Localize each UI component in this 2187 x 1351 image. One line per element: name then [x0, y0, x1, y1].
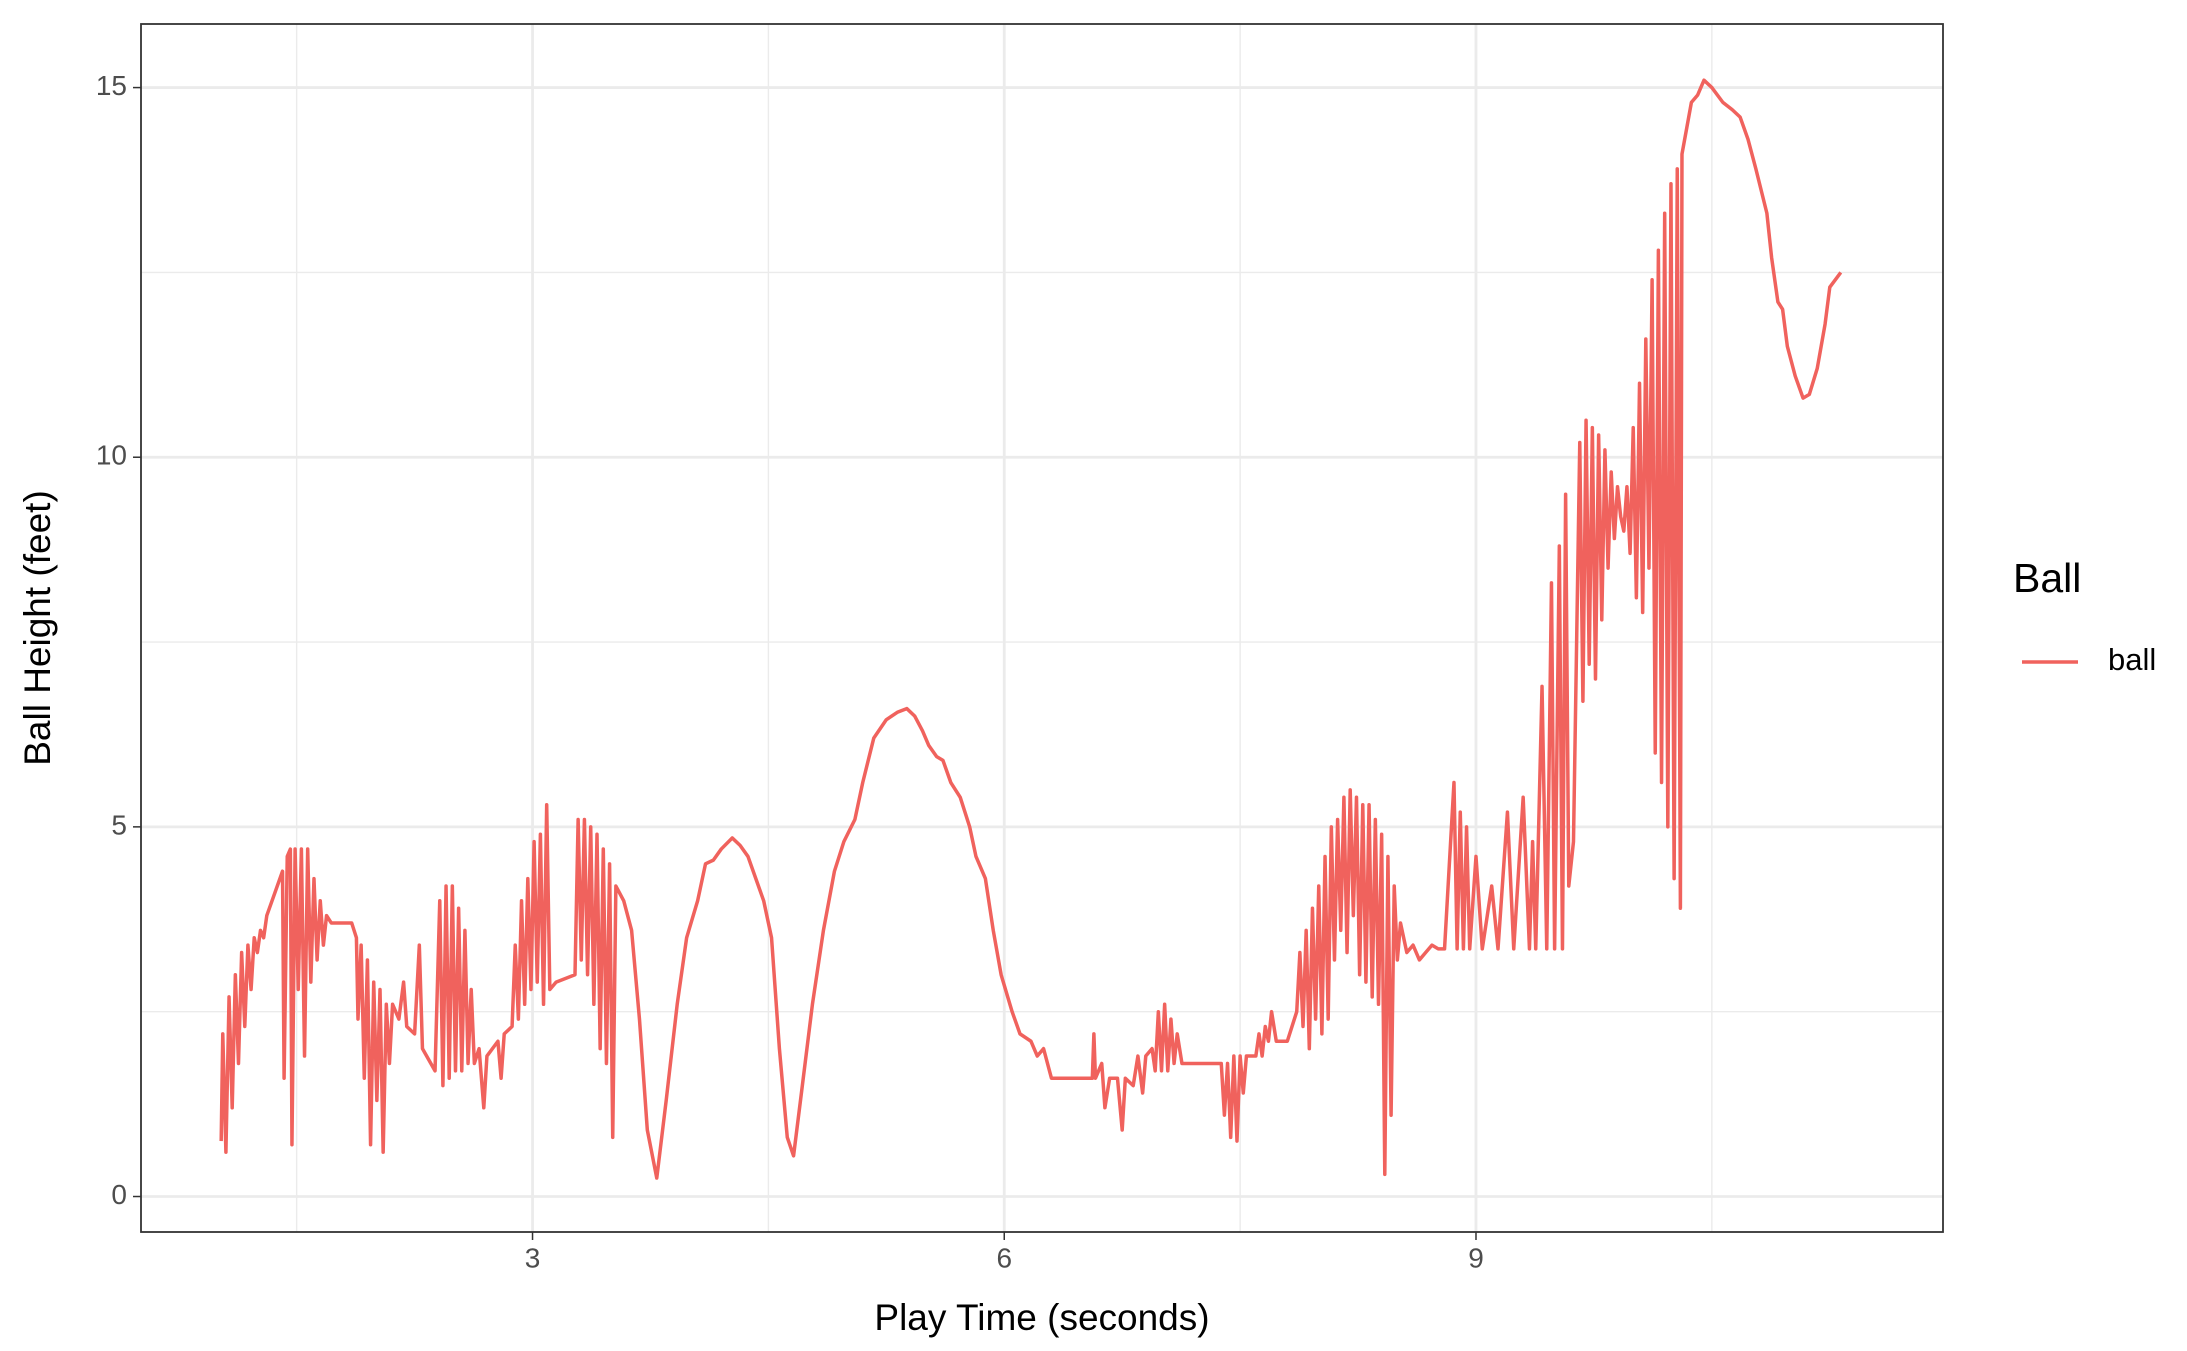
- x-tick-label: 9: [1468, 1242, 1484, 1273]
- y-tick-label: 10: [96, 440, 127, 471]
- y-tick-label: 5: [111, 809, 127, 840]
- y-axis-title: Ball Height (feet): [17, 490, 58, 766]
- x-axis-title: Play Time (seconds): [874, 1297, 1209, 1338]
- legend-label: ball: [2108, 642, 2156, 677]
- x-tick-label: 3: [525, 1242, 541, 1273]
- y-tick-label: 0: [111, 1179, 127, 1210]
- y-tick-label: 15: [96, 70, 127, 101]
- data-line: [219, 78, 1843, 1180]
- legend-title: Ball: [2013, 555, 2081, 601]
- plot-border: [140, 23, 1944, 1233]
- x-tick-label: 6: [996, 1242, 1012, 1273]
